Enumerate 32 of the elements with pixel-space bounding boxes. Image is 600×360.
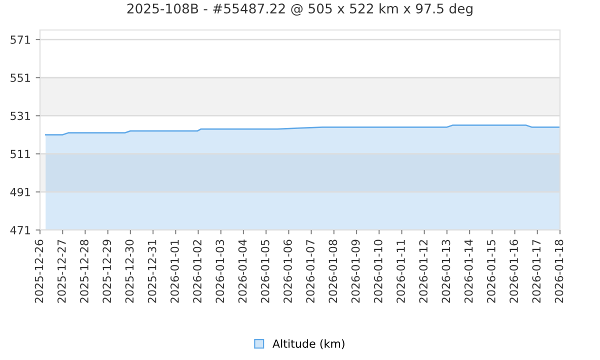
x-tick-label: 2026-01-15 bbox=[486, 240, 496, 303]
x-tick-label: 2025-12-29 bbox=[102, 240, 112, 303]
y-tick-label: 511 bbox=[10, 150, 30, 158]
x-tick-label: 2026-01-09 bbox=[351, 240, 360, 303]
x-tick-label: 2026-01-11 bbox=[396, 240, 405, 303]
x-tick-label: 2026-01-05 bbox=[260, 240, 270, 303]
x-tick-label: 2026-01-12 bbox=[419, 240, 428, 303]
x-tick-label: 2026-01-16 bbox=[510, 240, 518, 303]
x-tick-label: 2026-01-14 bbox=[464, 240, 473, 303]
y-tick-label: 551 bbox=[10, 74, 30, 82]
x-tick-label: 2026-01-04 bbox=[238, 240, 247, 303]
x-tick-label: 2026-01-01 bbox=[170, 240, 179, 303]
y-tick-label: 491 bbox=[10, 188, 30, 196]
y-tick-label: 471 bbox=[10, 226, 30, 234]
x-tick-label: 2025-12-27 bbox=[57, 240, 66, 303]
y-tick-label: 571 bbox=[10, 36, 30, 44]
chart-title: 2025-108B - #55487.22 @ 505 x 522 km x 97.5 deg bbox=[127, 3, 472, 16]
x-tick-label: 2026-01-10 bbox=[374, 240, 382, 303]
x-tick-label: 2026-01-08 bbox=[328, 240, 338, 303]
x-tick-label: 2025-12-30 bbox=[125, 240, 134, 303]
y-tick-label: 531 bbox=[10, 112, 30, 120]
x-tick-label: 2026-01-17 bbox=[532, 240, 541, 303]
x-tick-label: 2026-01-13 bbox=[442, 240, 450, 303]
x-tick-label: 2026-01-07 bbox=[306, 240, 315, 303]
x-tick-label: 2026-01-02 bbox=[193, 240, 202, 303]
x-tick-label: 2025-12-31 bbox=[148, 240, 156, 303]
legend-label: Altitude (km) bbox=[272, 339, 344, 350]
x-tick-label: 2025-12-28 bbox=[80, 240, 88, 303]
x-tick-label: 2026-01-03 bbox=[216, 240, 224, 303]
x-tick-label: 2025-12-26 bbox=[34, 240, 44, 303]
x-tick-label: 2026-01-06 bbox=[284, 240, 292, 303]
x-tick-label: 2026-01-18 bbox=[554, 240, 564, 303]
